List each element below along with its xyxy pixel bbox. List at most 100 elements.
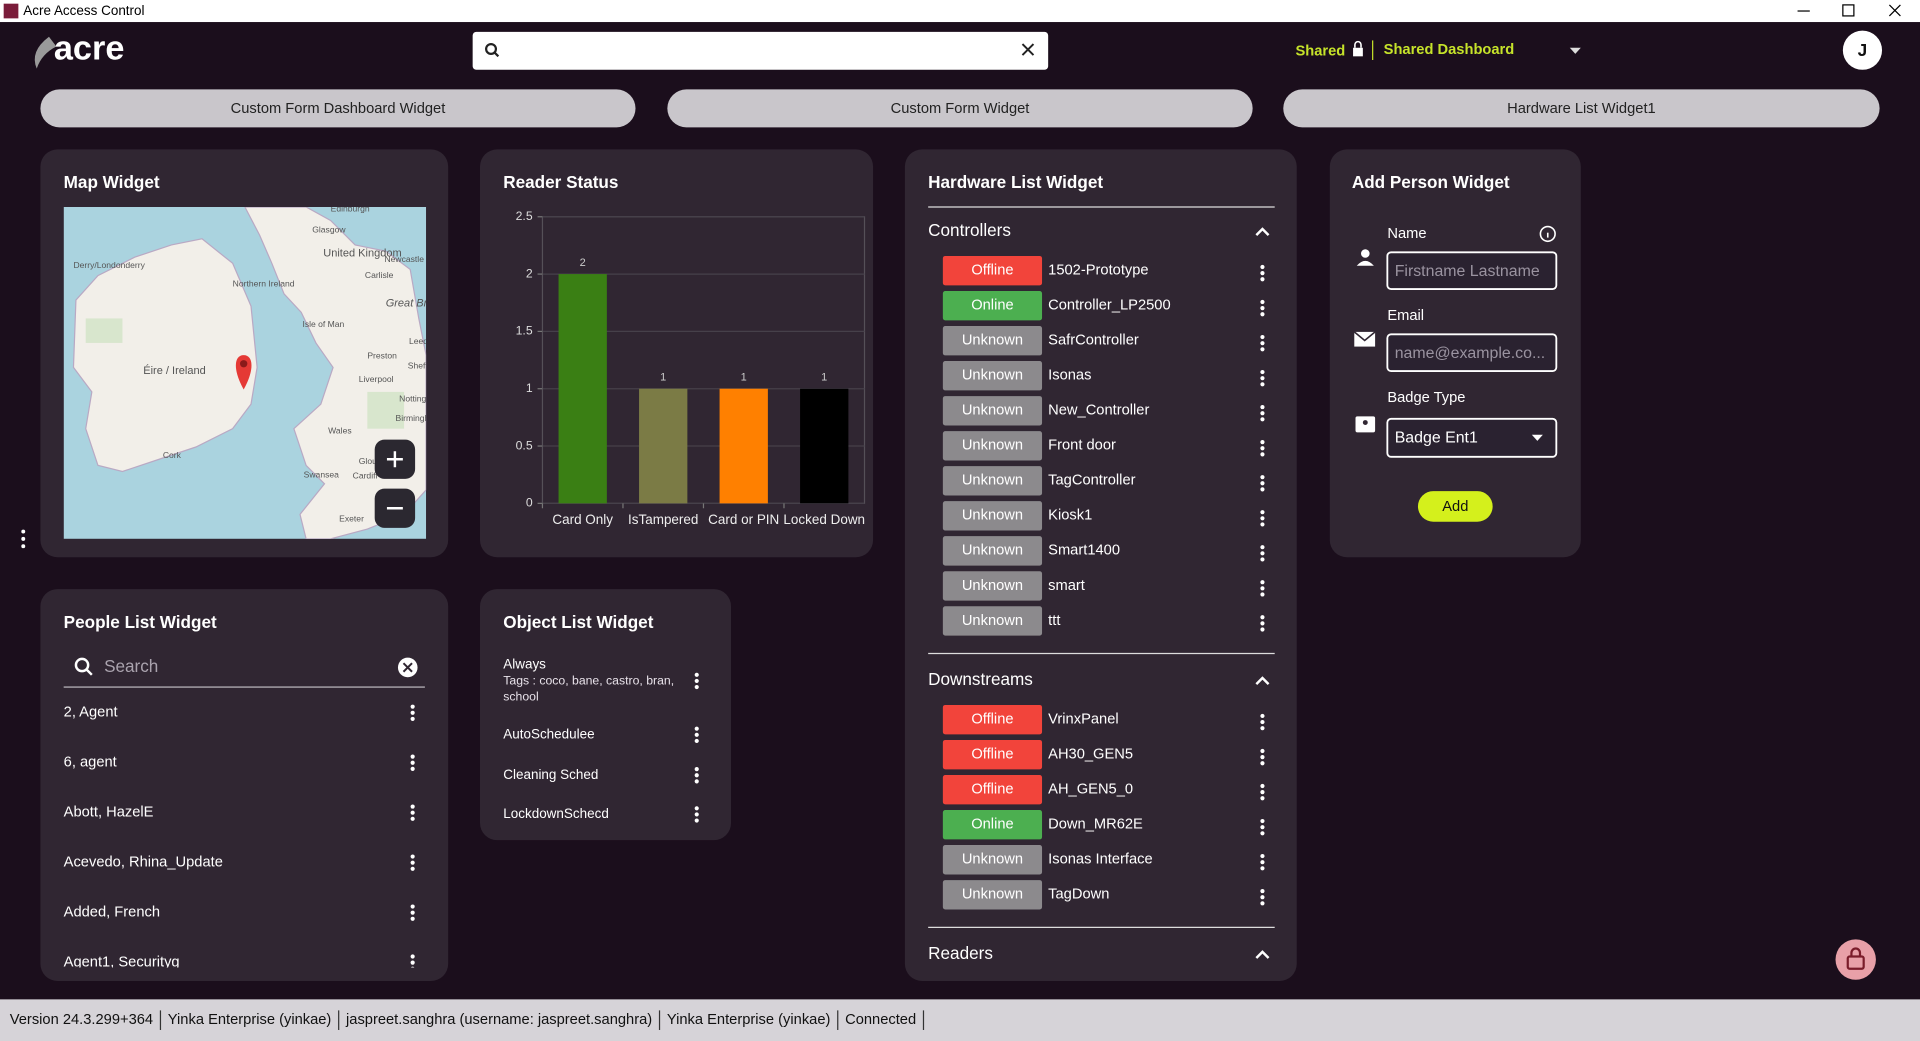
kebab-menu[interactable] (1260, 621, 1265, 626)
kebab-menu[interactable] (1260, 510, 1265, 515)
device-name[interactable]: ttt (1048, 613, 1060, 629)
kebab-menu[interactable] (1260, 452, 1265, 457)
map-marker[interactable] (235, 355, 252, 390)
kebab-menu[interactable] (410, 760, 415, 765)
kebab-menu[interactable] (1260, 592, 1265, 597)
kebab-menu[interactable] (694, 672, 699, 677)
device-name[interactable]: TagDown (1048, 887, 1109, 903)
kebab-menu[interactable] (1260, 551, 1265, 556)
section-header[interactable]: Downstreams (928, 669, 1033, 689)
kebab-menu[interactable] (1260, 866, 1265, 871)
kebab-menu[interactable] (1260, 755, 1265, 760)
device-name[interactable]: Kiosk1 (1048, 508, 1092, 524)
kebab-menu[interactable] (1260, 382, 1265, 387)
close[interactable] (1888, 4, 1901, 17)
device-name[interactable]: Down_MR62E (1048, 817, 1143, 833)
device-name[interactable]: New_Controller (1048, 403, 1149, 419)
kebab-menu[interactable] (694, 732, 699, 737)
kebab-menu[interactable] (1260, 376, 1265, 381)
kebab-menu[interactable] (1260, 277, 1265, 282)
kebab-menu[interactable] (694, 767, 699, 772)
collapse-icon[interactable] (1255, 676, 1270, 685)
kebab-menu[interactable] (410, 966, 415, 971)
object-name[interactable]: LockdownSchecd (503, 806, 609, 821)
kebab-menu[interactable] (410, 910, 415, 915)
kebab-menu[interactable] (1260, 487, 1265, 492)
kebab-menu[interactable] (1260, 748, 1265, 754)
dashboard-select[interactable]: Shared Dashboard (1384, 42, 1515, 58)
collapse-icon[interactable] (1255, 950, 1270, 959)
name-input[interactable] (1386, 251, 1558, 290)
kebab-menu[interactable] (1260, 790, 1265, 795)
device-name[interactable]: SafrController (1048, 333, 1139, 349)
kebab-menu[interactable] (410, 704, 415, 709)
kebab-menu[interactable] (694, 684, 699, 690)
kebab-menu[interactable] (694, 818, 699, 823)
kebab-menu[interactable] (410, 766, 415, 771)
kebab-menu[interactable] (1260, 726, 1265, 731)
kebab-menu[interactable] (1260, 411, 1265, 416)
person-name[interactable]: 6, agent (64, 755, 117, 771)
kebab-menu[interactable] (1260, 271, 1265, 276)
badge-select[interactable] (1386, 417, 1558, 458)
collapse-icon[interactable] (1255, 227, 1270, 237)
kebab-menu[interactable] (1260, 545, 1265, 550)
person-name[interactable]: Agent1, Securityg (64, 954, 180, 970)
people-search[interactable]: Search (104, 656, 158, 676)
object-name[interactable]: Cleaning Sched (503, 767, 598, 782)
kebab-menu[interactable] (410, 860, 415, 865)
tab[interactable] (1283, 89, 1880, 128)
kebab-menu[interactable] (1260, 481, 1265, 486)
avatar[interactable] (1842, 30, 1883, 70)
kebab-menu[interactable] (1260, 796, 1265, 801)
add-button[interactable] (1417, 491, 1493, 522)
device-name[interactable]: Front door (1048, 438, 1116, 454)
kebab-menu[interactable] (1260, 347, 1265, 352)
kebab-menu[interactable] (1260, 417, 1265, 422)
object-name[interactable]: Always (503, 657, 546, 672)
kebab-menu[interactable] (1260, 312, 1265, 317)
kebab-menu[interactable] (1260, 586, 1265, 591)
lock-button[interactable] (1835, 939, 1876, 980)
kebab-menu[interactable] (1260, 557, 1265, 562)
tab[interactable] (667, 89, 1253, 128)
kebab-menu[interactable] (1260, 475, 1265, 480)
kebab-menu[interactable] (410, 804, 415, 809)
search-box[interactable] (472, 31, 1049, 70)
kebab-menu[interactable] (1260, 580, 1265, 585)
device-name[interactable]: Isonas (1048, 368, 1091, 384)
kebab-menu[interactable] (1260, 831, 1265, 836)
kebab-menu[interactable] (1260, 299, 1265, 305)
kebab-menu[interactable] (1260, 818, 1265, 824)
kebab-menu[interactable] (1260, 825, 1265, 830)
device-name[interactable]: AH_GEN5_0 (1048, 782, 1133, 798)
device-name[interactable]: TagController (1048, 473, 1135, 489)
kebab-menu[interactable] (410, 710, 415, 715)
kebab-menu[interactable] (694, 806, 699, 811)
clear-search[interactable] (1021, 43, 1035, 56)
device-name[interactable]: 1502-Prototype (1048, 263, 1148, 279)
kebab-menu[interactable] (1260, 895, 1265, 900)
kebab-menu[interactable] (1260, 341, 1265, 346)
kebab-menu[interactable] (410, 810, 415, 815)
kebab-menu[interactable] (1260, 369, 1265, 375)
object-name[interactable]: AutoSchedulee (503, 726, 594, 741)
kebab-menu[interactable] (694, 738, 699, 744)
kebab-menu[interactable] (1260, 615, 1265, 620)
device-name[interactable]: VrinxPanel (1048, 712, 1118, 728)
kebab-menu[interactable] (694, 812, 699, 817)
kebab-menu[interactable] (1260, 516, 1265, 521)
kebab-menu[interactable] (1260, 853, 1265, 859)
kebab-menu[interactable] (410, 716, 415, 721)
kebab-menu[interactable] (410, 916, 415, 921)
kebab-menu[interactable] (694, 779, 699, 784)
kebab-menu[interactable] (1260, 306, 1265, 311)
device-name[interactable]: Isonas Interface (1048, 852, 1153, 868)
kebab-menu[interactable] (1260, 860, 1265, 865)
kebab-menu[interactable] (1260, 901, 1265, 906)
kebab-menu[interactable] (410, 816, 415, 821)
info-icon[interactable] (1539, 225, 1556, 243)
kebab-menu[interactable] (410, 904, 415, 909)
tab[interactable] (40, 89, 636, 128)
kebab-menu[interactable] (694, 726, 699, 731)
